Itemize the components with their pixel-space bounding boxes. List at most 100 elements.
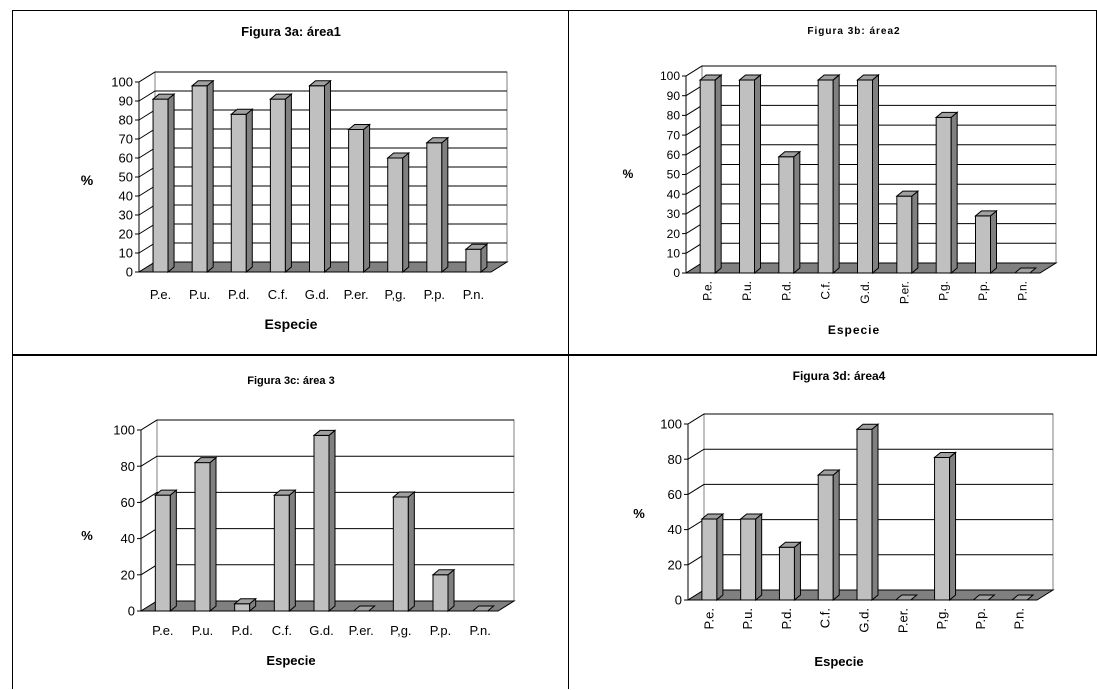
bar-P.e. [700, 512, 725, 602]
x-tick-label: C.f. [272, 623, 292, 638]
bar-top [778, 541, 802, 548]
y-tick-label: 20 [667, 227, 681, 241]
bar-top [933, 451, 957, 458]
x-tick-label: P.er. [897, 281, 911, 304]
bar-front [701, 518, 718, 601]
bar-side [441, 136, 449, 274]
gridline [140, 491, 514, 503]
x-tick-label: P.n. [469, 623, 490, 638]
bar-side [832, 468, 840, 602]
x-axis-label: Especie [266, 653, 315, 668]
y-tick-label: 100 [111, 75, 133, 90]
bar-P.er. [894, 594, 919, 601]
bar-top [312, 429, 337, 436]
bar-front [194, 462, 211, 612]
x-tick-label: P.u. [189, 287, 210, 302]
bar-top [425, 137, 450, 144]
x-tick-label: P.e. [701, 608, 716, 629]
chart-panel-3b: Figura 3b: área2 0 10 20 30 40 50 60 70 80 90 100 P.… [568, 10, 1097, 355]
bar-front [817, 474, 834, 601]
chart-title: Figura 3b: área2 [807, 26, 900, 37]
bar-front [857, 79, 873, 274]
bar-P.d. [233, 597, 258, 613]
gridline [140, 455, 514, 467]
bar-P.er. [347, 123, 371, 274]
y-axis-label: % [633, 506, 645, 521]
bar-top [193, 457, 218, 464]
x-tick-label: G.d. [858, 281, 872, 304]
bar-front [699, 79, 716, 274]
bar-G.d. [308, 79, 332, 274]
x-tick-label: P.er. [344, 287, 369, 302]
y-tick-label: 70 [119, 132, 133, 147]
bar-side [871, 423, 879, 602]
bar-C.f. [269, 93, 293, 274]
x-axis-label: Especie [265, 316, 318, 332]
chart-title: Figura 3d: área4 [793, 369, 886, 383]
bar-front [778, 546, 795, 601]
bar-top [229, 108, 254, 115]
y-tick-label: 70 [667, 128, 681, 142]
bar-zero [1013, 267, 1038, 274]
bar-front [975, 215, 991, 274]
bar-top [934, 111, 959, 118]
x-tick-label: P.d. [779, 281, 793, 301]
bar-top [698, 74, 723, 81]
x-tick-label: P.e. [150, 287, 171, 302]
gridline [138, 71, 507, 83]
bar-front [432, 574, 449, 612]
y-tick-label: 60 [667, 148, 681, 162]
bar-side [288, 489, 296, 613]
x-tick-label: C.f. [268, 287, 288, 302]
bar-top [269, 93, 293, 100]
y-axis-label: % [623, 167, 634, 181]
bar-side [755, 512, 763, 602]
x-tick-label: P.e. [701, 281, 715, 301]
gridline [687, 448, 1053, 460]
x-tick-label: P.p. [976, 281, 990, 301]
bar-P.p. [971, 594, 996, 601]
bar-side [324, 79, 331, 274]
bar-P.u. [190, 79, 215, 274]
bar-top [738, 74, 762, 81]
y-tick-label: 0 [675, 593, 682, 608]
x-tick-label: P.er. [349, 623, 374, 638]
x-tick-label: C.f. [818, 608, 833, 628]
y-tick-label: 60 [668, 487, 682, 502]
x-axis-label: Especie [814, 654, 863, 669]
bar-P,g. [933, 451, 957, 602]
y-axis-label: % [81, 172, 94, 188]
bar-P.d. [778, 541, 802, 602]
bar-side [990, 209, 997, 275]
x-tick-label: G.d. [305, 287, 330, 302]
x-tick-label: P.n. [1015, 281, 1029, 301]
y-tick-label: 20 [119, 227, 133, 242]
x-tick-label: P,g. [384, 287, 405, 302]
x-tick-label: P,g. [934, 608, 949, 629]
bar-front [392, 496, 409, 612]
bar-front [348, 129, 365, 273]
chart-title: Figura 3c: área 3 [247, 375, 334, 387]
bar-side [754, 73, 761, 275]
y-tick-label: 90 [667, 89, 681, 103]
gridline [138, 90, 507, 102]
x-tick-label: P.d. [779, 608, 794, 629]
bar-side [872, 73, 879, 275]
bar-P,g. [386, 151, 411, 274]
bar-top [974, 210, 998, 217]
bar-side [245, 108, 253, 274]
x-tick-label: C.f. [819, 281, 833, 300]
bar-front [191, 85, 208, 273]
x-tick-label: P.er. [895, 608, 910, 633]
bar-front [739, 79, 755, 274]
bar-P.u. [193, 456, 218, 613]
chart-3d: Figura 3d: área4 0 20 40 60 80 100 P.e. P.u. P.d.… [633, 369, 1055, 669]
x-tick-label: P,g. [937, 281, 951, 301]
bar-top [895, 190, 920, 197]
bar-front [273, 494, 290, 612]
x-tick-label: P.n. [1012, 608, 1027, 629]
x-tick-label: P.e. [152, 623, 173, 638]
bar-P.e. [151, 93, 176, 274]
y-tick-label: 100 [660, 69, 680, 83]
side-wall [140, 419, 158, 612]
